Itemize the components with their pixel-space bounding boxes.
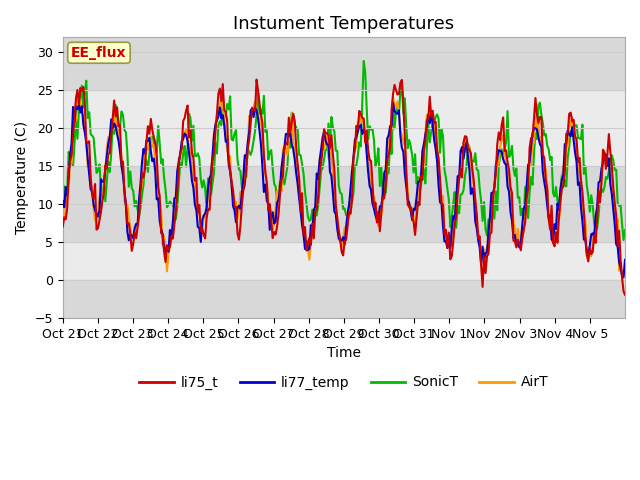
Line: SonicT: SonicT — [63, 61, 625, 240]
li75_t — [621, 292, 629, 298]
Line: li77_temp: li77_temp — [63, 103, 625, 277]
SonicT — [545, 146, 552, 152]
Y-axis label: Temperature (C): Temperature (C) — [15, 121, 29, 234]
AirT — [348, 188, 356, 193]
SonicT — [59, 181, 67, 187]
li77_temp — [78, 103, 86, 109]
AirT — [389, 95, 397, 100]
li77_temp — [348, 168, 356, 174]
SonicT — [621, 227, 629, 233]
SonicT — [618, 221, 626, 227]
li75_t — [95, 217, 103, 223]
Text: EE_flux: EE_flux — [71, 46, 127, 60]
li77_temp — [621, 257, 629, 263]
Title: Instument Temperatures: Instument Temperatures — [234, 15, 454, 33]
SonicT — [620, 237, 627, 243]
li77_temp — [95, 207, 103, 213]
SonicT — [78, 83, 86, 89]
AirT — [545, 216, 552, 222]
Line: li75_t: li75_t — [63, 80, 625, 295]
AirT — [621, 263, 629, 268]
SonicT — [360, 58, 367, 64]
AirT — [78, 110, 86, 116]
li75_t — [461, 133, 469, 139]
li77_temp — [618, 274, 626, 279]
li75_t — [59, 224, 67, 229]
AirT — [461, 137, 469, 143]
AirT — [59, 211, 67, 216]
li77_temp — [545, 215, 552, 221]
SonicT — [461, 173, 469, 179]
li77_temp — [389, 100, 397, 106]
li75_t — [78, 88, 86, 94]
li75_t — [618, 275, 626, 280]
li77_temp — [461, 146, 469, 152]
Legend: li75_t, li77_temp, SonicT, AirT: li75_t, li77_temp, SonicT, AirT — [134, 370, 554, 395]
X-axis label: Time: Time — [327, 346, 361, 360]
Bar — [63, 280, 625, 318]
AirT — [618, 272, 626, 278]
li75_t — [253, 77, 260, 83]
li77_temp — [620, 275, 627, 280]
Bar — [63, 166, 625, 242]
li77_temp — [59, 198, 67, 204]
li75_t — [545, 216, 552, 222]
Line: AirT: AirT — [63, 97, 625, 275]
SonicT — [348, 199, 356, 205]
li75_t — [349, 155, 357, 160]
AirT — [95, 194, 103, 200]
SonicT — [95, 162, 103, 168]
AirT — [620, 272, 627, 278]
Bar — [63, 37, 625, 90]
